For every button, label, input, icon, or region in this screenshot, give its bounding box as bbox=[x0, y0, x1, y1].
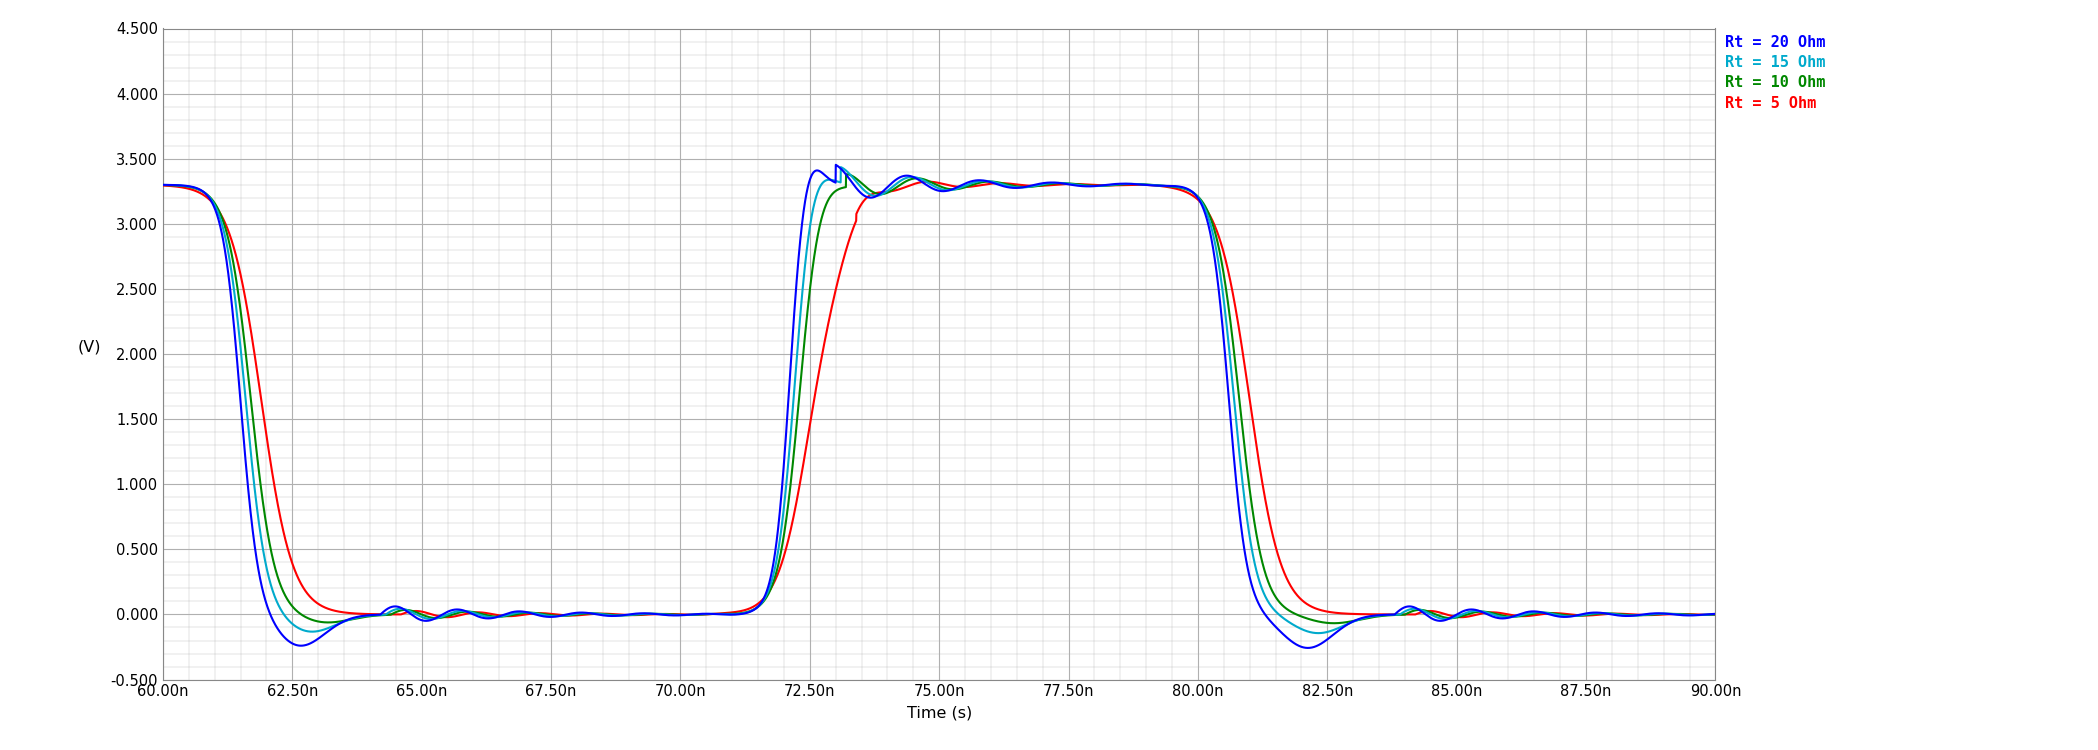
Rt = 10 Ohm bbox=[713, 610, 738, 619]
Rt = 20 Ohm bbox=[151, 181, 176, 190]
Rt = 10 Ohm bbox=[1137, 181, 1162, 190]
Rt = 5 Ohm bbox=[1070, 182, 1095, 190]
Rt = 5 Ohm bbox=[713, 610, 738, 619]
Rt = 10 Ohm bbox=[151, 181, 176, 190]
Rt = 20 Ohm bbox=[1704, 610, 1729, 620]
Rt = 15 Ohm bbox=[1070, 180, 1095, 189]
Rt = 20 Ohm bbox=[713, 608, 738, 617]
Rt = 10 Ohm bbox=[1704, 610, 1729, 619]
Rt = 10 Ohm bbox=[1305, 628, 1330, 638]
Line: Rt = 10 Ohm: Rt = 10 Ohm bbox=[164, 167, 1716, 633]
Rt = 20 Ohm bbox=[1301, 603, 1326, 612]
Rt = 5 Ohm bbox=[1301, 643, 1326, 652]
Line: Rt = 20 Ohm: Rt = 20 Ohm bbox=[164, 182, 1716, 617]
Rt = 5 Ohm bbox=[1385, 608, 1410, 616]
Rt = 15 Ohm bbox=[1137, 180, 1162, 189]
Rt = 15 Ohm bbox=[1301, 616, 1326, 625]
Rt = 15 Ohm bbox=[833, 170, 858, 178]
Rt = 10 Ohm bbox=[829, 163, 854, 172]
Rt = 5 Ohm bbox=[1704, 609, 1729, 618]
Line: Rt = 5 Ohm: Rt = 5 Ohm bbox=[164, 165, 1716, 648]
Rt = 5 Ohm bbox=[151, 180, 176, 189]
Rt = 15 Ohm bbox=[1322, 619, 1347, 628]
Rt = 20 Ohm bbox=[1385, 610, 1410, 619]
Rt = 10 Ohm bbox=[1385, 610, 1410, 620]
Rt = 5 Ohm bbox=[1137, 181, 1162, 190]
Rt = 15 Ohm bbox=[1704, 610, 1729, 619]
Rt = 20 Ohm bbox=[1448, 613, 1473, 622]
Rt = 15 Ohm bbox=[713, 610, 738, 619]
Rt = 5 Ohm bbox=[229, 401, 254, 410]
Rt = 10 Ohm bbox=[1070, 181, 1095, 190]
Y-axis label: (V): (V) bbox=[78, 339, 101, 354]
Line: Rt = 15 Ohm: Rt = 15 Ohm bbox=[164, 174, 1716, 623]
Rt = 5 Ohm bbox=[822, 160, 848, 170]
Rt = 10 Ohm bbox=[1301, 628, 1326, 638]
Rt = 15 Ohm bbox=[151, 181, 176, 190]
Rt = 10 Ohm bbox=[229, 346, 254, 355]
Rt = 20 Ohm bbox=[915, 177, 940, 186]
Legend: Rt = 20 Ohm, Rt = 15 Ohm, Rt = 10 Ohm, Rt = 5 Ohm: Rt = 20 Ohm, Rt = 15 Ohm, Rt = 10 Ohm, R… bbox=[1718, 28, 1832, 117]
Rt = 15 Ohm bbox=[229, 308, 254, 317]
Rt = 20 Ohm bbox=[229, 272, 254, 280]
X-axis label: Time (s): Time (s) bbox=[906, 705, 971, 720]
Rt = 15 Ohm bbox=[1385, 610, 1410, 620]
Rt = 5 Ohm bbox=[1294, 644, 1320, 652]
Rt = 20 Ohm bbox=[1070, 180, 1095, 189]
Rt = 20 Ohm bbox=[1137, 181, 1162, 190]
